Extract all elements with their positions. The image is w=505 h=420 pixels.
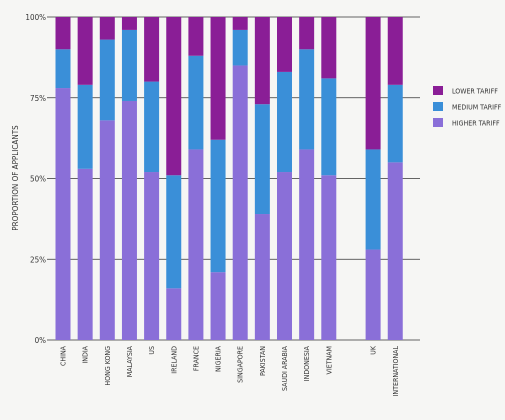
bar-segment (254, 104, 270, 215)
bar-segment (99, 39, 115, 121)
bar-segment (121, 17, 137, 30)
bar-segment (299, 149, 315, 340)
bar-segment (188, 17, 204, 56)
bar-segment (188, 55, 204, 150)
bar-segment (365, 17, 381, 150)
bar-segment (121, 29, 137, 101)
y-tick-label: 0% (35, 336, 47, 345)
legend-entry: HIGHER TARIFF (452, 120, 500, 128)
bar-segment (277, 172, 292, 340)
y-tick-labels: 0% 25% 50% 75% 100% (25, 13, 46, 345)
x-tick-label: UK (370, 345, 378, 355)
bar-segment (144, 172, 160, 340)
legend-swatch (433, 102, 443, 111)
x-tick-label: US (148, 346, 156, 355)
legend-swatch (433, 86, 443, 95)
y-tick-label: 25% (30, 255, 46, 264)
x-tick-label: CHINA (60, 345, 68, 366)
bar-segment (277, 17, 292, 72)
x-tick-label: MALAYSIA (126, 345, 134, 377)
legend-swatch (433, 118, 443, 127)
x-tick-label: SAUDI ARABIA (281, 345, 289, 391)
bar-segment (166, 17, 182, 176)
bar-segment (254, 17, 270, 105)
bar-segment (144, 17, 160, 82)
bar-segment (387, 17, 403, 85)
bar-segment (99, 120, 115, 340)
bar-segment (166, 288, 182, 340)
bar-segment (210, 17, 226, 140)
bar-segment (55, 17, 71, 50)
legend: LOWER TARIFF MEDIUM TARIFF HIGHER TARIFF (433, 86, 502, 128)
bar-segment (144, 81, 160, 173)
bar-segment (254, 214, 270, 340)
bar-segment (321, 175, 337, 340)
bar-segment (232, 17, 248, 30)
bar-segment (365, 249, 381, 340)
bar-segment (321, 78, 337, 176)
x-tick-label: SINGAPORE (237, 346, 245, 383)
bar-segment (77, 17, 93, 85)
y-tick-label: 50% (30, 175, 46, 184)
bar-segment (121, 100, 137, 340)
bar-segment (210, 139, 226, 273)
legend-entry: MEDIUM TARIFF (452, 104, 502, 112)
bar-segment (77, 84, 93, 169)
bar-segment (299, 17, 315, 50)
x-tick-label: NIGERIA (215, 345, 223, 372)
bar-segment (166, 175, 182, 289)
bar-segment (365, 149, 381, 250)
x-tick-label: PAKISTAN (259, 346, 267, 376)
bar-segment (77, 168, 93, 340)
bar-segment (55, 88, 71, 340)
y-tick-label: 75% (30, 94, 46, 103)
bar-segment (232, 65, 248, 340)
bar-segment (210, 272, 226, 340)
bars (55, 17, 403, 340)
bar-segment (55, 49, 71, 89)
x-tick-label: IRELAND (170, 346, 178, 374)
bar-segment (232, 29, 248, 66)
x-tick-labels: CHINA INDIA HONG KONG MALAYSIA US IRELAND FRAN… (60, 345, 400, 396)
bar-segment (188, 149, 204, 340)
x-tick-label: INDONESIA (303, 345, 311, 381)
x-tick-label: HONG KONG (104, 346, 112, 386)
bar-segment (99, 17, 115, 40)
y-tick-label: 100% (25, 13, 46, 22)
x-tick-label: INTERNATIONAL (392, 346, 400, 397)
legend-entry: LOWER TARIFF (452, 88, 498, 96)
bar-segment (387, 162, 403, 340)
bar-segment (387, 84, 403, 163)
x-tick-label: VIETNAM (325, 346, 333, 374)
bar-segment (277, 71, 292, 173)
x-tick-label: INDIA (82, 345, 90, 363)
y-axis-label: PROPORTION OF APPLICANTS (11, 125, 20, 231)
x-tick-label: FRANCE (192, 346, 200, 371)
bar-segment (321, 17, 337, 79)
bar-segment (299, 49, 315, 150)
